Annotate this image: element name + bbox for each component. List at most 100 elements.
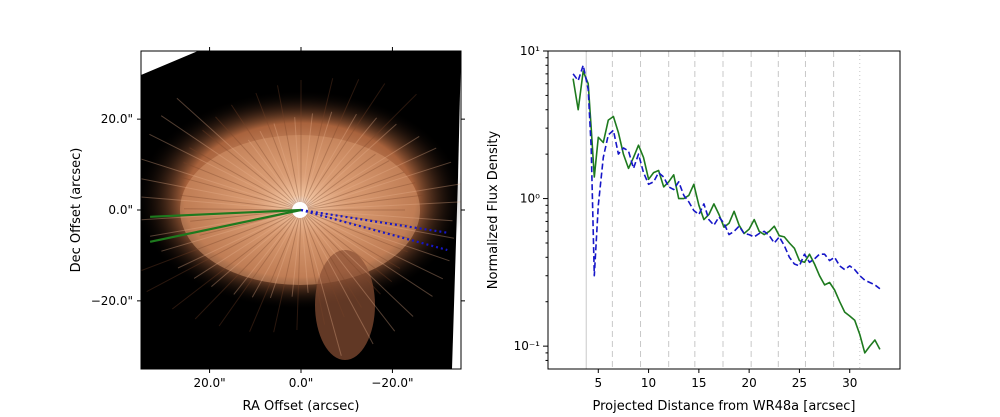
- diffraction-ray: [300, 209, 345, 318]
- image-ytick-label: −20.0": [91, 294, 133, 308]
- diffraction-ray: [141, 209, 302, 272]
- diffraction-ray: [300, 111, 333, 211]
- diffraction-ray: [300, 93, 417, 211]
- wedge-edge-b: [300, 208, 448, 252]
- diffraction-ray: [300, 183, 461, 211]
- diffraction-ray: [300, 113, 357, 211]
- plot-frame: [547, 50, 901, 370]
- chart-xtick-label: 5: [594, 376, 602, 390]
- diffraction-ray: [300, 209, 362, 308]
- diffraction-ray: [211, 209, 302, 287]
- diffraction-rays: [141, 78, 461, 356]
- extraction-wedges: [149, 208, 448, 252]
- chart-xtick-label: 30: [842, 376, 857, 390]
- chart-xlabel: Projected Distance from WR48a [arcsec]: [593, 399, 856, 414]
- chart-xtick-label: 10: [641, 376, 656, 390]
- diffraction-ray: [247, 139, 302, 211]
- image-ylabel: Dec Offset (arcsec): [69, 148, 84, 273]
- diffraction-ray: [273, 123, 302, 211]
- diffraction-ray: [259, 130, 302, 211]
- diffraction-ray: [273, 209, 302, 333]
- chart-ytick-label: 10⁻¹: [514, 339, 541, 353]
- chart-ytick-label: 10⁰: [520, 192, 540, 206]
- diffraction-ray: [277, 85, 302, 211]
- diffraction-ray: [233, 209, 302, 295]
- series-solid-line: [572, 70, 881, 354]
- diffraction-ray: [300, 182, 416, 211]
- diffraction-ray: [300, 147, 437, 211]
- chart-xtick-label: 25: [792, 376, 807, 390]
- diffraction-ray: [300, 209, 342, 356]
- diffraction-ray: [218, 209, 302, 327]
- diffraction-ray: [300, 209, 326, 325]
- diffraction-ray: [300, 78, 334, 211]
- diffraction-ray: [251, 209, 302, 298]
- diffraction-ray: [300, 209, 401, 269]
- chart-axes: 5 10 15 20 25 30 10⁻¹ 10⁰ 10¹: [514, 44, 858, 390]
- diffraction-ray: [300, 209, 396, 332]
- diffraction-ray: [300, 209, 450, 262]
- diffraction-ray: [300, 209, 374, 345]
- diffraction-ray: [300, 153, 376, 211]
- image-ytick-label: 20.0": [101, 112, 133, 126]
- diffraction-ray: [300, 79, 360, 211]
- nebula-tail: [315, 250, 375, 360]
- diffraction-ray: [177, 209, 302, 269]
- diffraction-ray: [180, 194, 302, 211]
- diffraction-ray: [300, 209, 408, 253]
- diffraction-ray: [180, 176, 302, 211]
- diffraction-ray: [215, 116, 302, 211]
- chart-xtick-label: 20: [742, 376, 757, 390]
- diffraction-ray: [296, 209, 302, 331]
- diffraction-ray: [300, 135, 420, 211]
- diffraction-ray: [300, 83, 386, 211]
- wedge-edge-a: [149, 208, 302, 243]
- diffraction-ray: [230, 104, 302, 211]
- diffraction-ray: [300, 209, 444, 280]
- diffraction-ray: [300, 123, 397, 211]
- diffraction-ray: [249, 209, 302, 332]
- chart-xtick-label: 15: [691, 376, 706, 390]
- diffraction-ray: [193, 209, 302, 279]
- chart-ytick-label: 10¹: [520, 44, 540, 58]
- flux-chart: 5 10 15 20 25 30 10⁻¹ 10⁰ 10¹ Projected Distance…: [486, 44, 901, 414]
- diffraction-ray: [141, 178, 302, 211]
- diffraction-ray: [300, 117, 377, 211]
- diffraction-ray: [300, 209, 393, 282]
- image-xtick-label: 0.0": [289, 376, 314, 390]
- diffraction-ray: [300, 209, 409, 226]
- diffraction-ray: [149, 133, 302, 211]
- diffraction-ray: [291, 209, 302, 297]
- diffraction-ray: [300, 161, 452, 211]
- diffraction-ray: [300, 209, 414, 317]
- diffraction-ray: [161, 209, 302, 252]
- image-xlabel: RA Offset (arcsec): [243, 399, 360, 414]
- diffraction-ray: [202, 129, 302, 211]
- radial-markers: [585, 51, 861, 369]
- diffraction-ray: [269, 209, 302, 299]
- diffraction-ray: [176, 97, 302, 211]
- diffraction-ray: [171, 209, 302, 310]
- diffraction-ray: [255, 92, 302, 211]
- diffraction-ray: [300, 171, 405, 211]
- diffraction-ray: [300, 209, 381, 295]
- diffraction-ray: [300, 194, 425, 211]
- diffraction-ray: [141, 158, 302, 211]
- diffraction-ray: [300, 209, 433, 297]
- diffraction-ray: [146, 209, 302, 293]
- diffraction-ray: [300, 113, 313, 211]
- image-panel: 20.0" 0.0" −20.0" 20.0" 0.0" −20.0" RA Offset…: [69, 47, 465, 414]
- image-axes: 20.0" 0.0" −20.0" 20.0" 0.0" −20.0": [91, 47, 465, 390]
- diffraction-ray: [160, 115, 302, 211]
- wedge-edge-a: [150, 208, 302, 218]
- diffraction-ray: [183, 162, 302, 211]
- diffraction-ray: [294, 117, 302, 211]
- diffraction-ray: [194, 209, 302, 320]
- diffraction-ray: [300, 201, 461, 211]
- diffraction-ray: [189, 147, 302, 211]
- diffraction-ray: [141, 196, 302, 211]
- diffraction-ray: [300, 209, 309, 293]
- image-xtick-label: 20.0": [193, 376, 225, 390]
- image-xtick-label: −20.0": [371, 376, 413, 390]
